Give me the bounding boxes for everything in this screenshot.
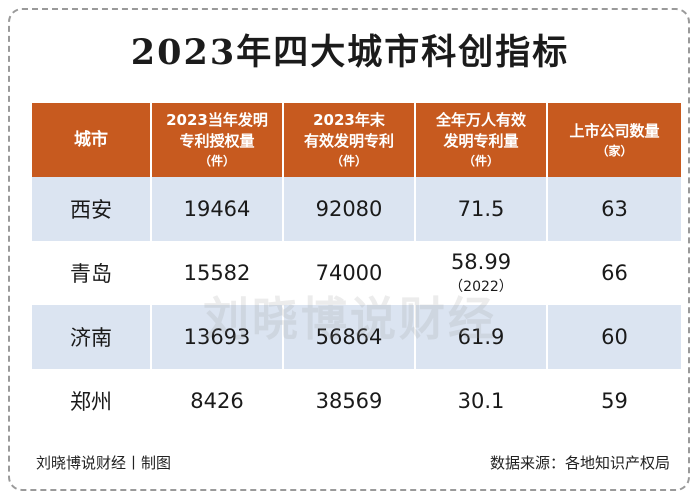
per10k-value: 30.1 (457, 389, 505, 413)
per10k-cell: 71.5 (416, 177, 546, 241)
city-cell: 青岛 (32, 241, 150, 305)
city-cell: 济南 (32, 305, 150, 369)
header-line: 2023当年发明 (166, 111, 268, 129)
header-line: 城市 (74, 129, 108, 150)
table-row: 郑州 8426 38569 30.1 59 (32, 369, 681, 433)
header-unit: （件） (198, 154, 235, 168)
granted-cell: 19464 (152, 177, 282, 241)
per10k-value: 61.9 (457, 325, 505, 349)
per10k-value: 71.5 (457, 197, 505, 221)
chart-title: 2023年四大城市科创指标 (130, 32, 570, 73)
per10k-cell: 30.1 (416, 369, 546, 433)
header-line: 专利授权量 (179, 132, 255, 150)
listed-cell: 60 (548, 305, 681, 369)
header-granted: 2023当年发明 专利授权量 （件） (152, 103, 282, 177)
header-row: 城市 2023当年发明 专利授权量 （件） 2023年末 有效发明专利 （件） … (32, 103, 681, 177)
per10k-cell: 61.9 (416, 305, 546, 369)
source-text: 数据来源：各地知识产权局 (489, 454, 670, 472)
header-line: 上市公司数量 (569, 121, 660, 140)
valid-cell: 56864 (284, 305, 414, 369)
per10k-cell: 58.99 （2022） (416, 241, 546, 305)
per10k-note: （2022） (449, 279, 513, 295)
city-cell: 郑州 (32, 369, 150, 433)
listed-cell: 63 (548, 177, 681, 241)
header-unit: （件） (462, 154, 499, 168)
header-listed: 上市公司数量 （家） (548, 103, 681, 177)
credit-text: 刘晓博说财经丨制图 (36, 454, 172, 472)
header-line: 2023年末 (313, 111, 385, 129)
table-row: 济南 13693 56864 61.9 60 (32, 305, 681, 369)
listed-cell: 59 (548, 369, 681, 433)
city-cell: 西安 (32, 177, 150, 241)
granted-cell: 15582 (152, 241, 282, 305)
per10k-value: 58.99 (450, 250, 512, 274)
header-per10k: 全年万人有效 发明专利量 （件） (416, 103, 546, 177)
header-line: 发明专利量 (443, 132, 519, 150)
valid-cell: 92080 (284, 177, 414, 241)
table-row: 青岛 15582 74000 58.99 （2022） 66 (32, 241, 681, 305)
header-unit: （家） (596, 143, 633, 158)
valid-cell: 74000 (284, 241, 414, 305)
header-unit: （件） (330, 154, 367, 168)
listed-cell: 66 (548, 241, 681, 305)
table-row: 西安 19464 92080 71.5 63 (32, 177, 681, 241)
dashed-frame (8, 8, 690, 491)
granted-cell: 8426 (152, 369, 282, 433)
header-line: 全年万人有效 (435, 111, 526, 129)
data-table: 城市 2023当年发明 专利授权量 （件） 2023年末 有效发明专利 （件） … (30, 103, 683, 433)
header-city: 城市 (32, 103, 150, 177)
header-line: 有效发明专利 (303, 132, 394, 150)
valid-cell: 38569 (284, 369, 414, 433)
granted-cell: 13693 (152, 305, 282, 369)
header-valid: 2023年末 有效发明专利 （件） (284, 103, 414, 177)
